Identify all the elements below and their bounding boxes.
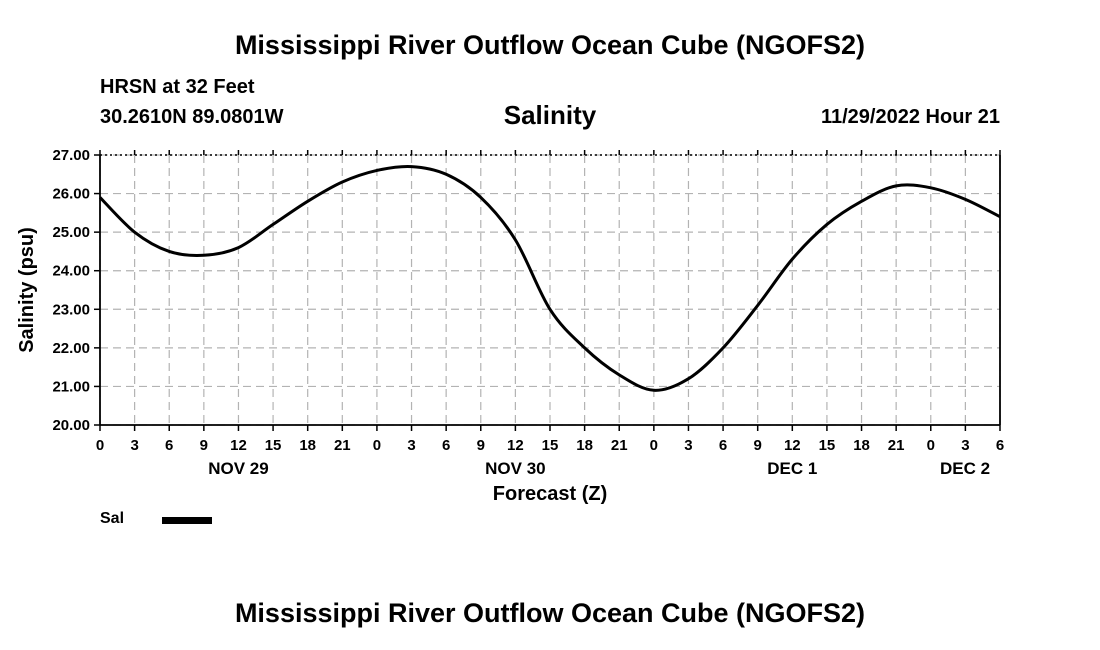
salinity-chart: 0 3 6 9 12 15 18 21 0 3 6 9 12 15 18 21 0 3 6 9 12 15 18 21 0 3 6 2… <box>16 147 1004 505</box>
axes <box>94 150 1001 431</box>
station-name: HRSN at 32 Feet <box>100 76 255 98</box>
x-tick-label: 18 <box>853 437 870 454</box>
x-tick-label: 9 <box>200 437 208 454</box>
chart-title: Salinity <box>503 100 597 130</box>
x-tick-label: 21 <box>611 437 628 454</box>
x-tick-label: 18 <box>576 437 593 454</box>
series-line-sal <box>98 164 1001 392</box>
legend-label: Sal <box>100 510 125 527</box>
y-tick-label: 24.00 <box>52 263 90 280</box>
axis-labels: 0 3 6 9 12 15 18 21 0 3 6 9 12 15 18 21 0 3 6 9 12 15 18 21 0 3 6 2… <box>16 147 1004 505</box>
x-tick-label: 0 <box>650 437 658 454</box>
x-tick-label: 3 <box>407 437 415 454</box>
x-tick-label: 3 <box>684 437 692 454</box>
x-tick-label: 3 <box>961 437 969 454</box>
grid <box>99 154 1001 426</box>
y-tick-label: 23.00 <box>52 301 90 318</box>
x-tick-label: 12 <box>507 437 524 454</box>
y-axis-label: Salinity (psu) <box>16 227 38 353</box>
date-label: DEC 1 <box>767 459 817 478</box>
x-tick-label: 9 <box>754 437 762 454</box>
x-tick-label: 0 <box>373 437 381 454</box>
y-tick-label: 25.00 <box>52 224 90 241</box>
x-tick-label: 6 <box>996 437 1004 454</box>
x-tick-label: 15 <box>542 437 559 454</box>
x-tick-label: 9 <box>477 437 485 454</box>
x-tick-label: 12 <box>784 437 801 454</box>
y-tick-label: 27.00 <box>52 147 90 164</box>
x-tick-label: 12 <box>230 437 247 454</box>
station-coordinates: 30.2610N 89.0801W <box>100 106 284 128</box>
y-tick-label: 20.00 <box>52 417 90 434</box>
x-tick-label: 6 <box>719 437 727 454</box>
x-tick-label: 21 <box>334 437 351 454</box>
y-tick-label: 22.00 <box>52 340 90 357</box>
forecast-timestamp: 11/29/2022 Hour 21 <box>820 106 1000 128</box>
date-label: NOV 29 <box>208 459 268 478</box>
date-label: NOV 30 <box>485 459 545 478</box>
series-layer <box>98 164 1001 392</box>
x-tick-label: 21 <box>888 437 905 454</box>
x-tick-label: 15 <box>819 437 836 454</box>
x-tick-label: 18 <box>299 437 316 454</box>
x-tick-label: 3 <box>130 437 138 454</box>
y-tick-label: 21.00 <box>52 378 90 395</box>
x-tick-label: 6 <box>442 437 450 454</box>
x-tick-label: 0 <box>927 437 935 454</box>
date-label: DEC 2 <box>940 459 990 478</box>
main-title: Mississippi River Outflow Ocean Cube (NG… <box>234 30 866 60</box>
footer-title: Mississippi River Outflow Ocean Cube (NG… <box>234 598 866 628</box>
x-tick-label: 0 <box>96 437 104 454</box>
legend-line-swatch <box>162 517 212 524</box>
x-axis-label: Forecast (Z) <box>493 483 607 505</box>
x-tick-label: 6 <box>165 437 173 454</box>
y-tick-label: 26.00 <box>52 186 90 203</box>
x-tick-label: 15 <box>265 437 282 454</box>
